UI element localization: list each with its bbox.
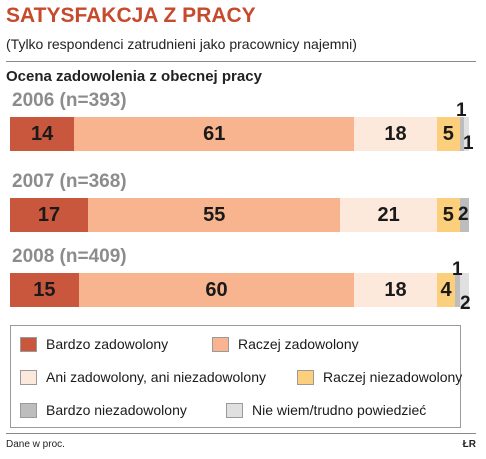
divider [6, 61, 476, 62]
legend-label: Ani zadowolony, ani niezadowolony [46, 369, 266, 385]
bar-segment-bardzo-niezadowolony [459, 117, 465, 151]
bar-segment-bardzo-niezadowolony [455, 273, 460, 307]
legend-swatch [20, 336, 37, 352]
data-label: 17 [37, 203, 61, 226]
bar-segment-raczej-niezadowolony: 4 [436, 273, 456, 307]
data-label: 2 [458, 204, 469, 225]
category-label: 2007 (n=368) [12, 171, 127, 192]
bar-row: 14 61 18 5 [10, 117, 469, 151]
legend-label: Raczej zadowolony [238, 336, 359, 352]
data-label: 1 [456, 100, 467, 121]
data-label: 55 [203, 203, 226, 226]
legend-swatch [20, 402, 37, 418]
bar-segment-raczej-niezadowolony: 5 [436, 117, 460, 151]
legend-item-ani-ani: Ani zadowolony, ani niezadowolony [20, 369, 266, 385]
legend-item-bardzo-niezadowolony: Bardzo niezadowolony [20, 402, 187, 418]
author-credit: ŁR [462, 439, 476, 450]
legend-item-raczej-niezadowolony: Raczej niezadowolony [297, 369, 462, 385]
bar-segment-nie-wiem [459, 273, 469, 307]
legend-item-nie-wiem: Nie wiem/trudno powiedzieć [226, 402, 426, 418]
bar-segment-bardzo-zadowolony: 15 [10, 273, 79, 307]
legend-label: Bardzo zadowolony [46, 336, 169, 352]
units-note: Dane w proc. [6, 439, 65, 450]
legend-swatch [297, 369, 314, 385]
legend-swatch [226, 402, 243, 418]
bar-segment-bardzo-niezadowolony [459, 198, 469, 232]
data-label: 2 [460, 293, 471, 314]
bar-segment-nie-wiem [464, 117, 469, 151]
data-label: 14 [31, 122, 54, 145]
section-title: Ocena zadowolenia z obecnej pracy [6, 68, 262, 85]
legend-swatch [212, 336, 229, 352]
legend-item-raczej-zadowolony: Raczej zadowolony [212, 336, 359, 352]
bar-row: 15 60 18 4 [10, 273, 469, 307]
data-label: 60 [205, 278, 228, 301]
data-label: 18 [384, 122, 407, 145]
data-label: 1 [463, 133, 474, 154]
data-label: 4 [440, 278, 452, 301]
bar-segment-raczej-niezadowolony: 5 [436, 198, 460, 232]
legend-item-bardzo-zadowolony: Bardzo zadowolony [20, 336, 168, 352]
data-label: 18 [384, 278, 407, 301]
legend: Bardzo zadowolony Raczej zadowolony Ani za… [10, 325, 462, 428]
data-label: 21 [377, 203, 400, 226]
bar-row: 17 55 21 5 [10, 198, 469, 232]
bar-segment-ani-ani: 18 [354, 273, 437, 307]
bar-segment-bardzo-zadowolony: 17 [10, 198, 89, 232]
bar-segment-raczej-zadowolony: 55 [88, 198, 341, 232]
data-label: 15 [33, 278, 56, 301]
data-label: 5 [442, 122, 454, 145]
chart-subtitle: (Tylko respondenci zatrudnieni jako prac… [6, 36, 357, 52]
data-label: 5 [442, 203, 454, 226]
chart-title: SATYSFAKCJA Z PRACY [6, 4, 256, 27]
category-label: 2006 (n=393) [12, 90, 127, 111]
data-label: 61 [203, 122, 226, 145]
bar-segment-raczej-zadowolony: 61 [74, 117, 355, 151]
bar-segment-ani-ani: 18 [354, 117, 437, 151]
bar-segment-raczej-zadowolony: 60 [78, 273, 355, 307]
legend-swatch [20, 369, 37, 385]
bar-segment-ani-ani: 21 [340, 198, 437, 232]
divider-bottom [6, 433, 476, 434]
legend-label: Nie wiem/trudno powiedzieć [252, 402, 427, 418]
legend-label: Raczej niezadowolony [323, 369, 463, 385]
data-label: 1 [452, 259, 463, 280]
category-label: 2008 (n=409) [12, 246, 127, 267]
legend-label: Bardzo niezadowolony [46, 402, 187, 418]
bar-segment-bardzo-zadowolony: 14 [10, 117, 75, 151]
